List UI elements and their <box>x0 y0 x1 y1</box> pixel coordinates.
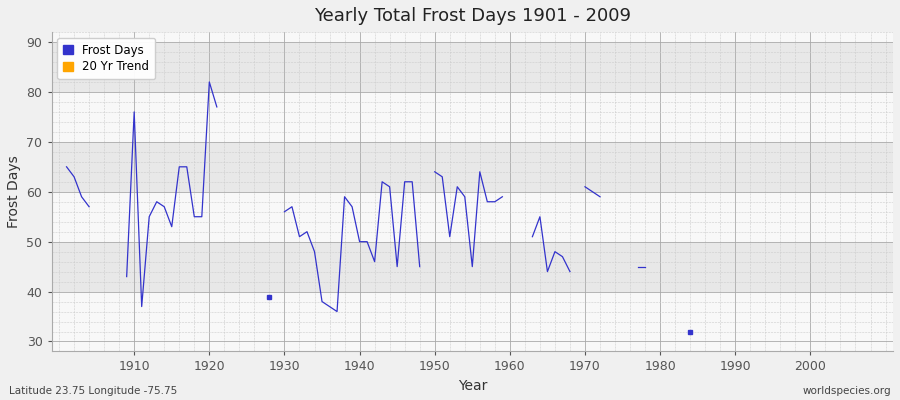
Text: worldspecies.org: worldspecies.org <box>803 386 891 396</box>
Bar <box>51 142 893 192</box>
Legend: Frost Days, 20 Yr Trend: Frost Days, 20 Yr Trend <box>58 38 155 79</box>
Y-axis label: Frost Days: Frost Days <box>7 155 21 228</box>
Title: Yearly Total Frost Days 1901 - 2009: Yearly Total Frost Days 1901 - 2009 <box>314 7 631 25</box>
Bar <box>51 242 893 292</box>
X-axis label: Year: Year <box>457 379 487 393</box>
Bar <box>51 42 893 92</box>
Text: Latitude 23.75 Longitude -75.75: Latitude 23.75 Longitude -75.75 <box>9 386 177 396</box>
